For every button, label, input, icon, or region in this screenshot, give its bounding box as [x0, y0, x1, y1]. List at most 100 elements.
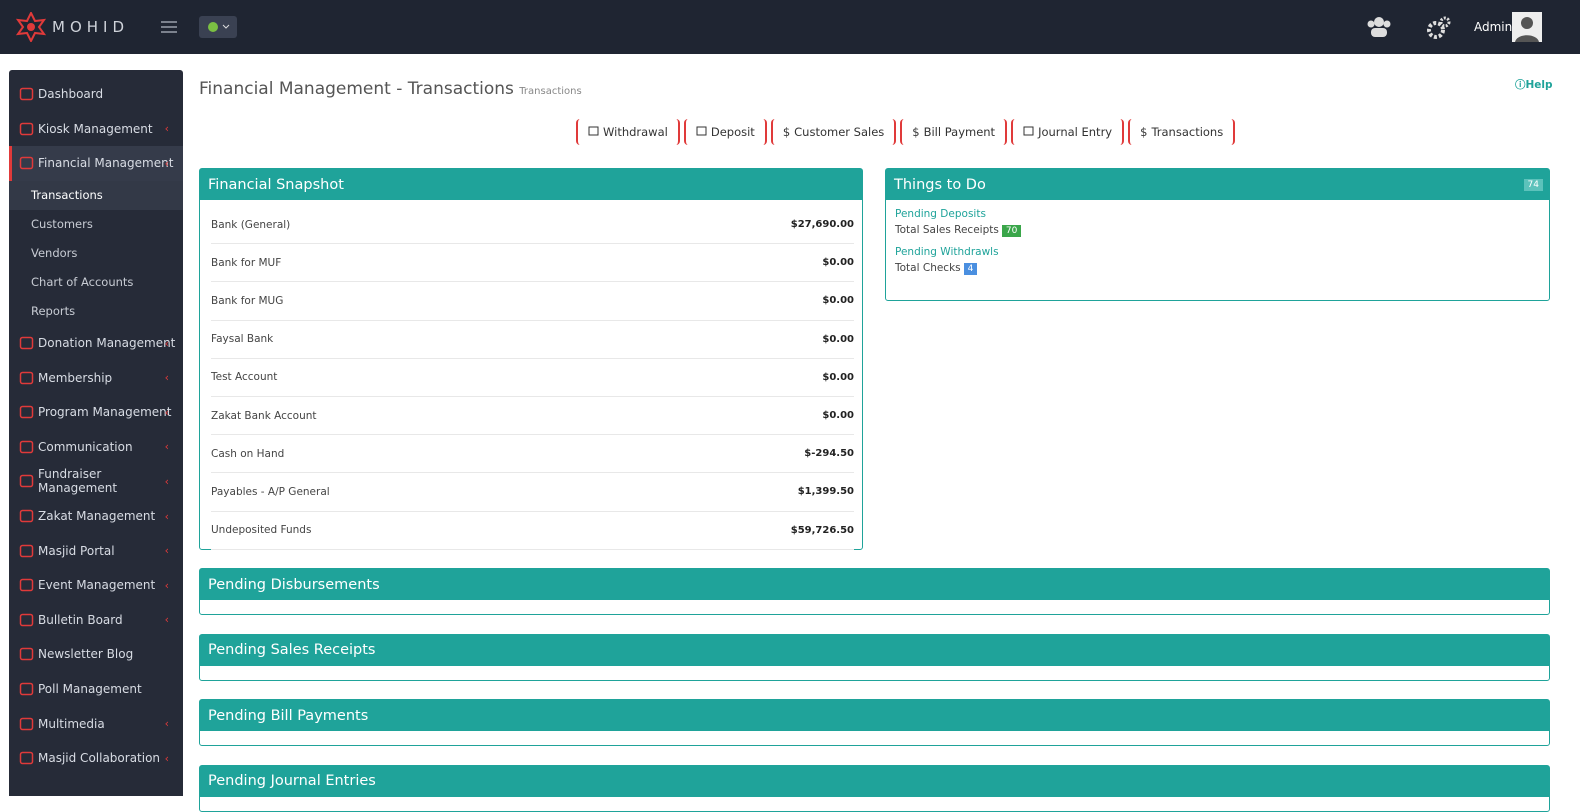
nav-icon	[19, 613, 34, 627]
todo-line: Total Checks 4	[895, 262, 1540, 275]
nav-label: Communication	[38, 439, 133, 454]
todo-heading[interactable]: Pending Withdrawls	[895, 246, 999, 258]
nav-item[interactable]: Masjid Portal ‹	[9, 533, 183, 568]
todo-badge: 74	[1523, 178, 1543, 191]
action-label: Withdrawal	[603, 125, 668, 139]
chevron: ‹	[164, 578, 169, 592]
nav-label: Multimedia	[38, 716, 105, 731]
things-to-do: Things to Do 74 Pending Deposits Total Sale…	[885, 168, 1550, 301]
nav-item[interactable]: Zakat Management ‹	[9, 499, 183, 534]
action-icon: $	[1140, 125, 1148, 139]
user-name[interactable]: Admin	[1474, 20, 1513, 34]
chevron: ‹	[164, 613, 169, 627]
todo-heading[interactable]: Pending Deposits	[895, 208, 986, 220]
nav-item[interactable]: Newsletter Blog	[9, 637, 183, 672]
top-bar: MOHID Admin	[0, 0, 1580, 54]
nav-label: Donation Management	[38, 336, 176, 351]
account-name: Undeposited Funds	[211, 524, 312, 537]
sidebar: Dashboard Kiosk Management ‹ Financial Mana…	[9, 70, 183, 796]
help-label: Help	[1525, 79, 1553, 91]
users-icon[interactable]	[1366, 15, 1392, 39]
nav-subitem[interactable]: Customers	[31, 217, 93, 232]
todo-label: Total Sales Receipts	[895, 224, 999, 236]
nav-subitem[interactable]: Chart of Accounts	[31, 275, 134, 290]
panel-title: Pending Journal Entries	[200, 765, 1549, 797]
action-bar: Withdrawal Deposit $ Customer Sales $ Bill Pa…	[576, 119, 1239, 145]
chevron: ‹	[164, 405, 169, 419]
nav-label: Program Management	[38, 405, 172, 420]
nav-item[interactable]: Bulletin Board ‹	[9, 603, 183, 638]
nav-icon	[19, 509, 34, 523]
pending-panel: Pending Bill Payments	[199, 699, 1550, 746]
nav-item[interactable]: Event Management ‹	[9, 568, 183, 603]
nav-icon	[19, 475, 34, 488]
action-button[interactable]: Deposit	[683, 119, 767, 145]
nav-item[interactable]: Multimedia ‹	[9, 706, 183, 741]
account-balance: $0.00	[822, 333, 854, 345]
logo	[16, 12, 46, 42]
todo-label: Total Checks	[895, 262, 961, 274]
account-name: Faysal Bank	[211, 333, 274, 346]
account-balance: $59,726.50	[790, 524, 854, 536]
nav-icon	[19, 371, 34, 384]
theme-button[interactable]	[199, 16, 237, 38]
pending-panel: Pending Journal Entries	[199, 764, 1550, 812]
account-name: Payables - A/P General	[211, 485, 330, 498]
nav-item[interactable]: Program Management ‹	[9, 395, 183, 430]
action-button[interactable]: Withdrawal	[576, 119, 680, 145]
account-row: Payables - A/P General $1,399.50	[211, 473, 854, 512]
action-button[interactable]: $ Bill Payment	[900, 119, 1008, 145]
nav-icon	[19, 544, 34, 557]
action-button[interactable]: $ Customer Sales	[770, 119, 897, 145]
nav-item[interactable]: Communication ‹	[9, 430, 183, 465]
account-row: Bank for MUG $0.00	[211, 282, 854, 321]
avatar[interactable]	[1512, 12, 1542, 42]
action-icon	[1023, 125, 1034, 139]
brand: MOHID	[52, 18, 130, 36]
todo-line: Total Sales Receipts 70	[895, 224, 1540, 237]
action-label: Transactions	[1151, 125, 1224, 139]
todo-body: Pending Deposits Total Sales Receipts 70 Pe…	[886, 200, 1549, 280]
nav-icon	[19, 751, 34, 765]
nav-label: Masjid Portal	[38, 543, 115, 558]
action-button[interactable]: $ Transactions	[1128, 119, 1236, 145]
panel-header: Things to Do 74	[886, 169, 1549, 200]
account-balance: $1,399.50	[797, 486, 854, 498]
nav-icon	[19, 88, 34, 101]
chevron: ‹	[164, 717, 169, 731]
panel-title: Pending Bill Payments	[200, 700, 1549, 731]
action-icon: $	[782, 125, 791, 139]
page-heading: Financial Management - Transactions Tran…	[199, 79, 582, 99]
nav-item[interactable]: Donation Management ‹	[9, 326, 183, 361]
nav-item[interactable]: Poll Management	[9, 672, 183, 707]
nav-item[interactable]: Membership ‹	[9, 360, 183, 395]
nav-item[interactable]: Masjid Collaboration ‹	[9, 741, 183, 776]
help-link[interactable]: ⓘHelp	[1515, 79, 1553, 91]
nav-item[interactable]: Financial Management ‹	[9, 146, 183, 181]
page-title: Financial Management - Transactions	[199, 79, 514, 99]
nav-item[interactable]: Kiosk Management ‹	[9, 112, 183, 147]
panel-title: Financial Snapshot	[200, 169, 862, 200]
nav-icon	[19, 440, 34, 454]
chevron: ‹	[164, 371, 169, 385]
nav-subitem[interactable]: Transactions	[9, 180, 183, 210]
menu-toggle[interactable]	[161, 20, 177, 34]
account-row: Undeposited Funds $59,726.50	[211, 512, 854, 550]
nav-item[interactable]: Fundraiser Management ‹	[9, 464, 183, 499]
pending-panel: Pending Disbursements	[199, 568, 1550, 615]
panel-title: Pending Sales Receipts	[200, 634, 1549, 666]
settings-icon[interactable]	[1425, 15, 1451, 41]
nav-subitem[interactable]: Vendors	[31, 246, 78, 261]
action-button[interactable]: Journal Entry	[1011, 119, 1125, 145]
account-row: Test Account $0.00	[211, 359, 854, 397]
action-icon	[696, 125, 707, 139]
chevron: ‹	[164, 474, 169, 488]
account-row: Faysal Bank $0.00	[211, 321, 854, 359]
account-name: Test Account	[211, 371, 278, 384]
account-balance: $27,690.00	[790, 219, 854, 231]
nav-subitem[interactable]: Reports	[31, 304, 76, 319]
nav-label: Event Management	[38, 578, 156, 593]
nav-item[interactable]: Dashboard	[9, 77, 183, 112]
action-label: Journal Entry	[1038, 125, 1113, 139]
chevron: ‹	[164, 544, 169, 558]
